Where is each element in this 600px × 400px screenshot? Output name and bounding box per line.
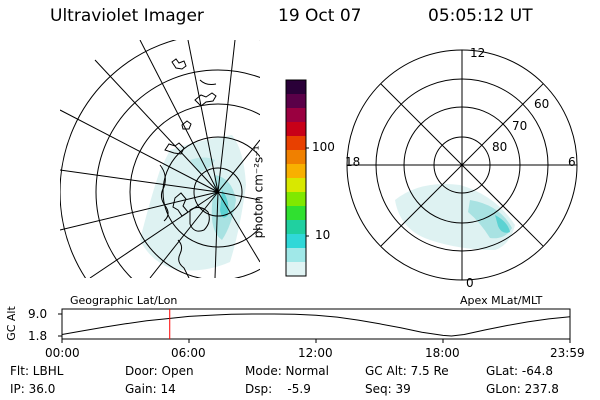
colorbar-segment (286, 80, 306, 95)
colorbar-segment (286, 178, 306, 193)
dsp-readout: Dsp: -5.9 (245, 382, 311, 396)
y-axis-label: GC Alt (4, 306, 18, 341)
y-tick-9: 9.0 (28, 307, 48, 321)
time-label: 05:05:12 UT (428, 6, 533, 26)
filter-readout: Flt: LBHL (10, 364, 64, 378)
x-tick-0000: 00:00 (45, 346, 80, 360)
glat-readout: GLat: -64.8 (486, 364, 553, 378)
door-readout: Door: Open (125, 364, 194, 378)
coastlines (159, 58, 217, 278)
colorbar-segment (286, 262, 306, 277)
x-tick-2359: 23:59 (550, 346, 585, 360)
mlat-label-80: 80 (492, 140, 508, 154)
mlat-label-60: 60 (534, 97, 550, 111)
seq-readout: Seq: 39 (365, 382, 411, 396)
colorbar-segment (286, 234, 306, 249)
geographic-map-panel (60, 40, 260, 278)
apex-panel-label: Apex MLat/MLT (460, 294, 543, 307)
aurora-emission-geographic (140, 135, 246, 271)
mlt-label-18: 18 (345, 155, 361, 169)
colorbar-segment (286, 206, 306, 221)
x-tick-1200: 12:00 (298, 346, 333, 360)
colorbar (285, 79, 307, 277)
x-tick-0600: 06:00 (171, 346, 206, 360)
polar-grid (346, 49, 578, 281)
aurora-emission-magnetic (395, 184, 515, 250)
mlt-label-6: 6 (568, 155, 576, 169)
gain-readout: Gain: 14 (125, 382, 176, 396)
glon-readout: GLon: 237.8 (486, 382, 559, 396)
altitude-timeseries (58, 308, 571, 343)
mlt-label-0: 0 (466, 276, 474, 290)
mlt-label-12: 12 (470, 46, 486, 60)
colorbar-segment (286, 248, 306, 263)
latlon-grid (60, 40, 260, 278)
altitude-series-line (61, 313, 571, 337)
x-tick-1800: 18:00 (425, 346, 460, 360)
instrument-title: Ultraviolet Imager (50, 6, 204, 26)
colorbar-border (285, 79, 307, 277)
colorbar-segment (286, 220, 306, 235)
colorbar-segment (286, 150, 306, 165)
colorbar-segment (286, 164, 306, 179)
mode-readout: Mode: Normal (245, 364, 329, 378)
y-tick-1-8: 1.8 (28, 329, 48, 343)
colorbar-segment (286, 122, 306, 137)
colorbar-segment (286, 136, 306, 151)
colorbar-segment (286, 108, 306, 123)
colorbar-label-10: 10 (315, 228, 331, 242)
colorbar-label-100: 100 (312, 140, 335, 154)
colorbar-segment (286, 192, 306, 207)
mlat-label-70: 70 (512, 119, 528, 133)
timeseries-frame (61, 308, 571, 340)
gc-alt-readout: GC Alt: 7.5 Re (365, 364, 449, 378)
colorbar-segment (286, 94, 306, 109)
apex-polar-panel (346, 49, 578, 281)
ip-readout: IP: 36.0 (10, 382, 56, 396)
date-label: 19 Oct 07 (278, 6, 362, 26)
colorbar-unit-label: photon cm⁻²s⁻¹ (251, 145, 266, 239)
geographic-panel-label: Geographic Lat/Lon (70, 294, 178, 307)
